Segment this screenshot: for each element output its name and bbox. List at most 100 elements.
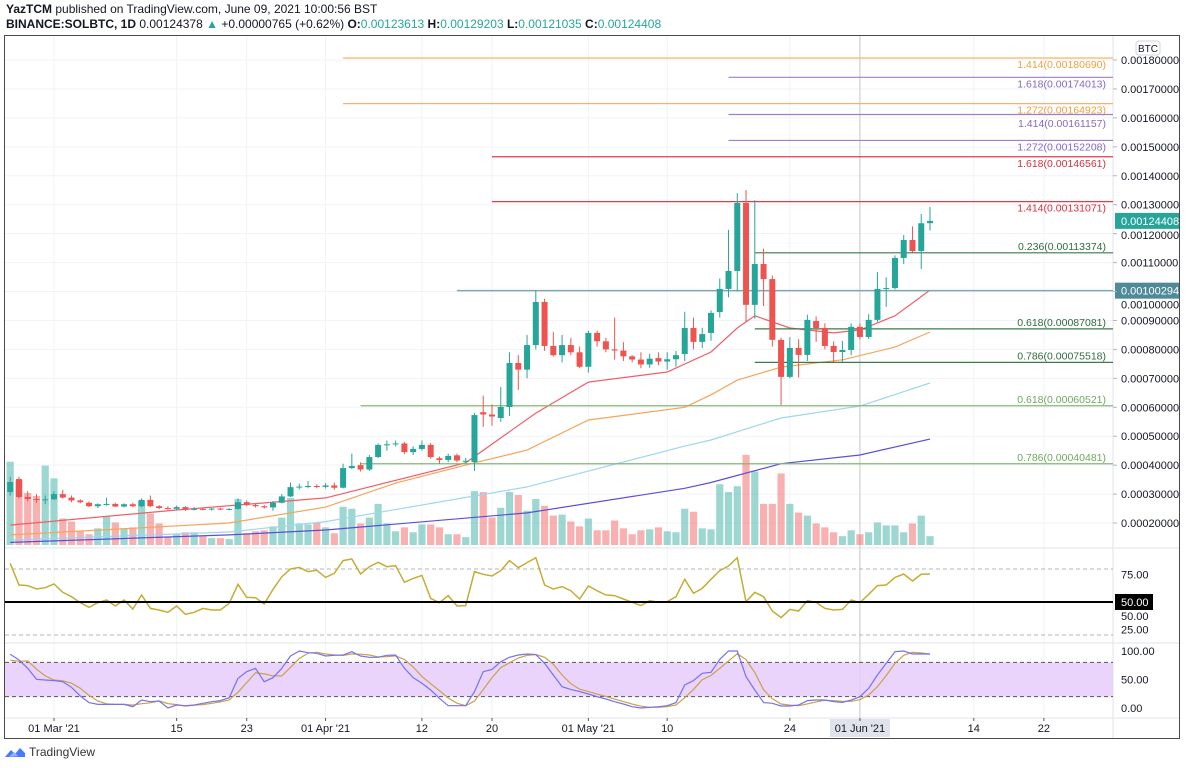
volume-bar	[786, 503, 794, 545]
price-tick-label: 0.00070000	[1121, 373, 1179, 385]
candle-body	[270, 502, 276, 508]
volume-bar	[357, 523, 365, 545]
candle-body	[392, 443, 399, 445]
stoch-d-line	[10, 651, 931, 708]
candle-body	[778, 339, 785, 377]
volume-bar	[497, 507, 505, 545]
candle-body	[418, 444, 425, 449]
high-value: 0.00129203	[440, 17, 504, 31]
tradingview-brand[interactable]: TradingView	[29, 745, 96, 759]
currency-tag-box	[1135, 40, 1161, 56]
volume-bar	[383, 523, 391, 545]
price-tick-label: 0.00080000	[1121, 344, 1179, 356]
candle-body	[322, 485, 329, 487]
candle-body	[567, 345, 574, 353]
volume-bar	[243, 533, 251, 545]
volume-bar	[111, 522, 119, 545]
candle-body	[243, 502, 250, 506]
volume-bar	[882, 525, 890, 545]
date-highlight-box	[829, 719, 890, 737]
tradingview-logo-icon	[5, 748, 25, 757]
rsi-tick-label: 25.00	[1121, 625, 1149, 637]
volume-bar	[646, 529, 654, 545]
price-tick-label: 0.00090000	[1121, 315, 1179, 327]
candle-body	[129, 504, 136, 507]
candle-body	[287, 487, 294, 497]
volume-bar	[427, 524, 435, 545]
candle-body	[313, 485, 320, 487]
price-change: +0.00000765 (+0.62%)	[221, 17, 345, 31]
volume-bar	[926, 536, 934, 545]
candle-body	[357, 465, 364, 470]
price-tick-label: 0.00150000	[1121, 142, 1179, 154]
last-price: 0.00124378	[139, 17, 203, 31]
candle-body	[550, 345, 557, 356]
author-name[interactable]: YazTCM	[6, 2, 53, 16]
volume-bar	[628, 534, 636, 545]
open-label: O:	[347, 17, 361, 31]
candle-body	[664, 359, 671, 362]
volume-bar	[724, 492, 733, 545]
volume-bar	[593, 530, 601, 545]
publish-info: YazTCM published on TradingView.com, Jun…	[6, 2, 377, 16]
date-tick-label: 01 Mar '21	[28, 723, 80, 735]
volume-bar	[689, 511, 698, 545]
candle-body	[366, 457, 373, 470]
volume-bar	[260, 530, 268, 545]
candle-body	[891, 257, 898, 289]
candle-body	[77, 500, 84, 503]
candle-body	[191, 508, 198, 510]
volume-bar	[540, 505, 549, 545]
candle-body	[410, 448, 417, 453]
axes[interactable]: BTC 0.00124408 0.00100294 50.00 0.00180000 0.…	[5, 40, 1179, 737]
fib-level-label: 1.272(0.00164923)	[1017, 105, 1106, 117]
fib-levels[interactable]: 1.414(0.00180690) 1.618(0.00174013) 1.272(…	[343, 57, 1113, 465]
candle-body	[918, 223, 925, 252]
volume-bar	[672, 532, 680, 545]
stoch-k-line	[9, 650, 930, 709]
fib-level-label: 0.236(0.00113374)	[1018, 241, 1106, 253]
price-tick-label: 0.00130000	[1121, 200, 1179, 212]
level-price-tag: 0.00100294	[1121, 286, 1179, 298]
volume-bar	[681, 508, 689, 545]
price-tick-label: 0.00170000	[1121, 84, 1179, 96]
price-tick-label: 0.00100000	[1121, 300, 1179, 312]
date-tick-label: 12	[416, 723, 428, 735]
candle-body	[769, 279, 776, 340]
candle-body	[436, 458, 443, 460]
date-tick-label: 01 May '21	[562, 723, 615, 735]
volume-bar	[453, 534, 461, 545]
price-tick-label: 0.00120000	[1121, 230, 1179, 242]
close-value: 0.00124408	[597, 17, 662, 31]
date-tick-label: 22	[1038, 723, 1050, 735]
volume-bar	[576, 526, 584, 545]
candle-body	[234, 502, 241, 509]
footer: TradingView	[4, 745, 95, 759]
volume-bar	[873, 522, 882, 545]
volume-bar	[330, 533, 338, 545]
candle-body	[874, 288, 881, 320]
publish-text: published on TradingView.com, June 09, 2…	[55, 2, 378, 16]
volume-bar	[304, 524, 312, 545]
volume-bar	[190, 532, 198, 545]
rsi-line	[9, 556, 931, 619]
volume-bar	[891, 525, 899, 545]
candle-body	[68, 497, 75, 501]
candle-body	[839, 349, 846, 353]
volume-bar	[6, 461, 14, 545]
candle-body	[856, 326, 863, 337]
candle-body	[480, 412, 487, 415]
fib-level-label: 0.618(0.00087081)	[1017, 317, 1106, 329]
fib-level-label: 1.414(0.00161157)	[1018, 118, 1106, 130]
date-tick-label: 15	[171, 723, 183, 735]
volume-bar	[821, 527, 829, 545]
price-tick-label: 0.00060000	[1121, 402, 1179, 414]
symbol-name[interactable]: BINANCE:SOLBTC, 1D	[6, 17, 137, 31]
volume-bar	[663, 531, 671, 545]
date-tick-label: 01 Apr '21	[301, 723, 350, 735]
volume-bar	[348, 508, 356, 545]
candle-body	[594, 332, 601, 342]
price-tick-label: 0.00020000	[1121, 518, 1179, 530]
fib-level-label: 1.618(0.00146561)	[1017, 158, 1106, 170]
